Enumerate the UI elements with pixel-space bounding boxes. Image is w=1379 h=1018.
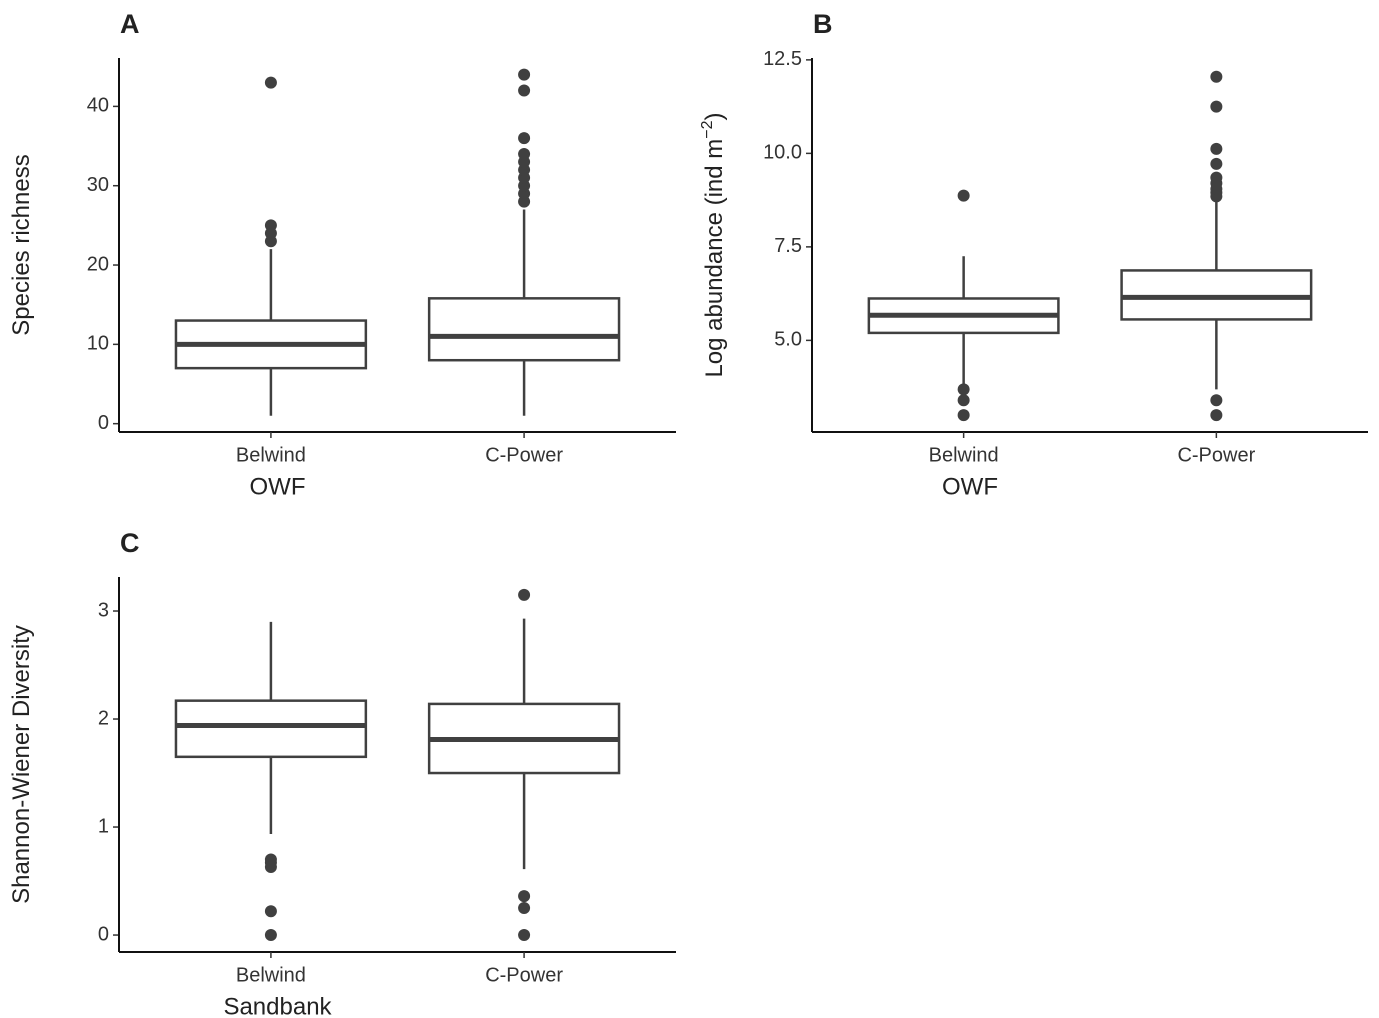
y-axis-title: Log abundance (ind m−2): [699, 112, 729, 377]
outlier: [1210, 409, 1223, 422]
outlier: [1210, 70, 1223, 83]
outlier: [264, 860, 277, 873]
outlier: [1210, 394, 1223, 407]
panel: B 5.0 7.5 10.0 12.5 OWF Log abundance (ind m−2…: [699, 9, 1368, 500]
outlier: [264, 929, 277, 942]
y-tick-label: 10.0: [763, 142, 802, 164]
outlier: [518, 68, 531, 81]
y-axis-title-part: Species richness: [8, 154, 35, 335]
y-tick-label: 5.0: [774, 329, 802, 351]
outlier: [957, 189, 970, 202]
panel-title: A: [120, 9, 140, 39]
outlier: [957, 394, 970, 407]
outlier: [264, 219, 277, 232]
y-tick-label: 10: [87, 333, 109, 355]
outlier: [518, 84, 531, 97]
panel: C 0 1 2 3 Sandbank Shannon-Wiener Diversity Bel…: [8, 528, 676, 1018]
outlier: [957, 409, 970, 422]
y-tick-label: 30: [87, 174, 109, 196]
y-axis-title: Species richness: [8, 154, 35, 335]
y-tick-label: 0: [98, 923, 109, 945]
y-tick-label: 12.5: [763, 48, 802, 70]
outlier: [518, 147, 531, 160]
x-tick-label: Belwind: [929, 444, 999, 466]
y-axis-title-part: ): [701, 112, 728, 120]
box: [427, 297, 621, 362]
outlier: [518, 929, 531, 942]
outlier: [1210, 100, 1223, 113]
x-axis-title: OWF: [250, 473, 306, 500]
outlier: [264, 905, 277, 918]
y-tick-label: 7.5: [774, 235, 802, 257]
x-tick-label: C-Power: [485, 444, 563, 466]
y-tick-label: 0: [98, 412, 109, 434]
y-tick-label: 40: [87, 95, 109, 117]
x-tick-label: C-Power: [485, 964, 563, 986]
panel-title: C: [120, 528, 140, 558]
y-axis-title: Shannon-Wiener Diversity: [8, 625, 35, 904]
outlier: [1210, 157, 1223, 170]
outlier: [957, 383, 970, 396]
y-axis-title-part: −2: [699, 120, 716, 138]
panel: A 0 10 20 30 40 OWF Species richness Belwind C-Po…: [8, 9, 676, 500]
outlier: [264, 76, 277, 89]
y-tick-label: 1: [98, 815, 109, 837]
y-tick-label: 20: [87, 253, 109, 275]
x-tick-label: Belwind: [236, 444, 306, 466]
panel-title: B: [813, 9, 833, 39]
y-axis-title-part: Log abundance (ind m: [701, 139, 728, 378]
outlier: [1210, 142, 1223, 155]
x-axis-title: OWF: [942, 473, 998, 500]
x-axis-title: Sandbank: [223, 993, 332, 1018]
x-tick-label: Belwind: [236, 964, 306, 986]
y-axis-title-part: Shannon-Wiener Diversity: [8, 625, 35, 904]
outlier: [1210, 171, 1223, 184]
box: [174, 699, 368, 759]
outlier: [518, 132, 531, 145]
y-tick-label: 3: [98, 599, 109, 621]
y-tick-label: 2: [98, 707, 109, 729]
outlier: [518, 588, 531, 601]
outlier: [518, 890, 531, 903]
outlier: [518, 902, 531, 915]
x-tick-label: C-Power: [1177, 444, 1255, 466]
